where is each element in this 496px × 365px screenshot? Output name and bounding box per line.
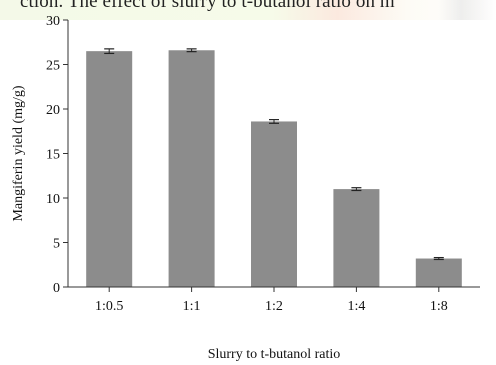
y-tick-label: 30 [46, 14, 60, 29]
figure-caption: ction. The effect of slurry to t-butanol… [20, 0, 395, 12]
y-tick-label: 25 [46, 59, 60, 74]
y-tick-label: 15 [46, 148, 60, 163]
x-tick-label: 1:0.5 [95, 299, 123, 314]
y-ticks-group: 0 5 10 15 20 25 30 [46, 14, 68, 296]
bar [168, 50, 215, 288]
x-ticks-group: 1:0.5 1:1 1:2 1:4 1:8 [95, 287, 448, 314]
x-tick-label: 1:1 [183, 299, 201, 314]
bar [415, 258, 462, 287]
y-tick-label: 10 [46, 192, 60, 207]
x-tick-label: 1:8 [430, 299, 448, 314]
bar [251, 121, 297, 288]
bar [86, 51, 133, 288]
bars-group [86, 50, 462, 288]
y-tick-label: 5 [53, 237, 60, 252]
figure-caption-strip: ction. The effect of slurry to t-butanol… [0, 0, 496, 20]
x-axis-title: Slurry to t-butanol ratio [208, 347, 341, 362]
bar [333, 189, 380, 287]
caption-shadow [438, 0, 496, 20]
error-bars-group [104, 48, 444, 261]
x-tick-label: 1:2 [265, 299, 283, 314]
y-axis-title: Mangiferin yield (mg/g) [11, 85, 26, 221]
x-tick-label: 1:4 [347, 299, 365, 314]
y-tick-label: 20 [46, 103, 60, 118]
y-tick-label: 0 [53, 281, 60, 296]
